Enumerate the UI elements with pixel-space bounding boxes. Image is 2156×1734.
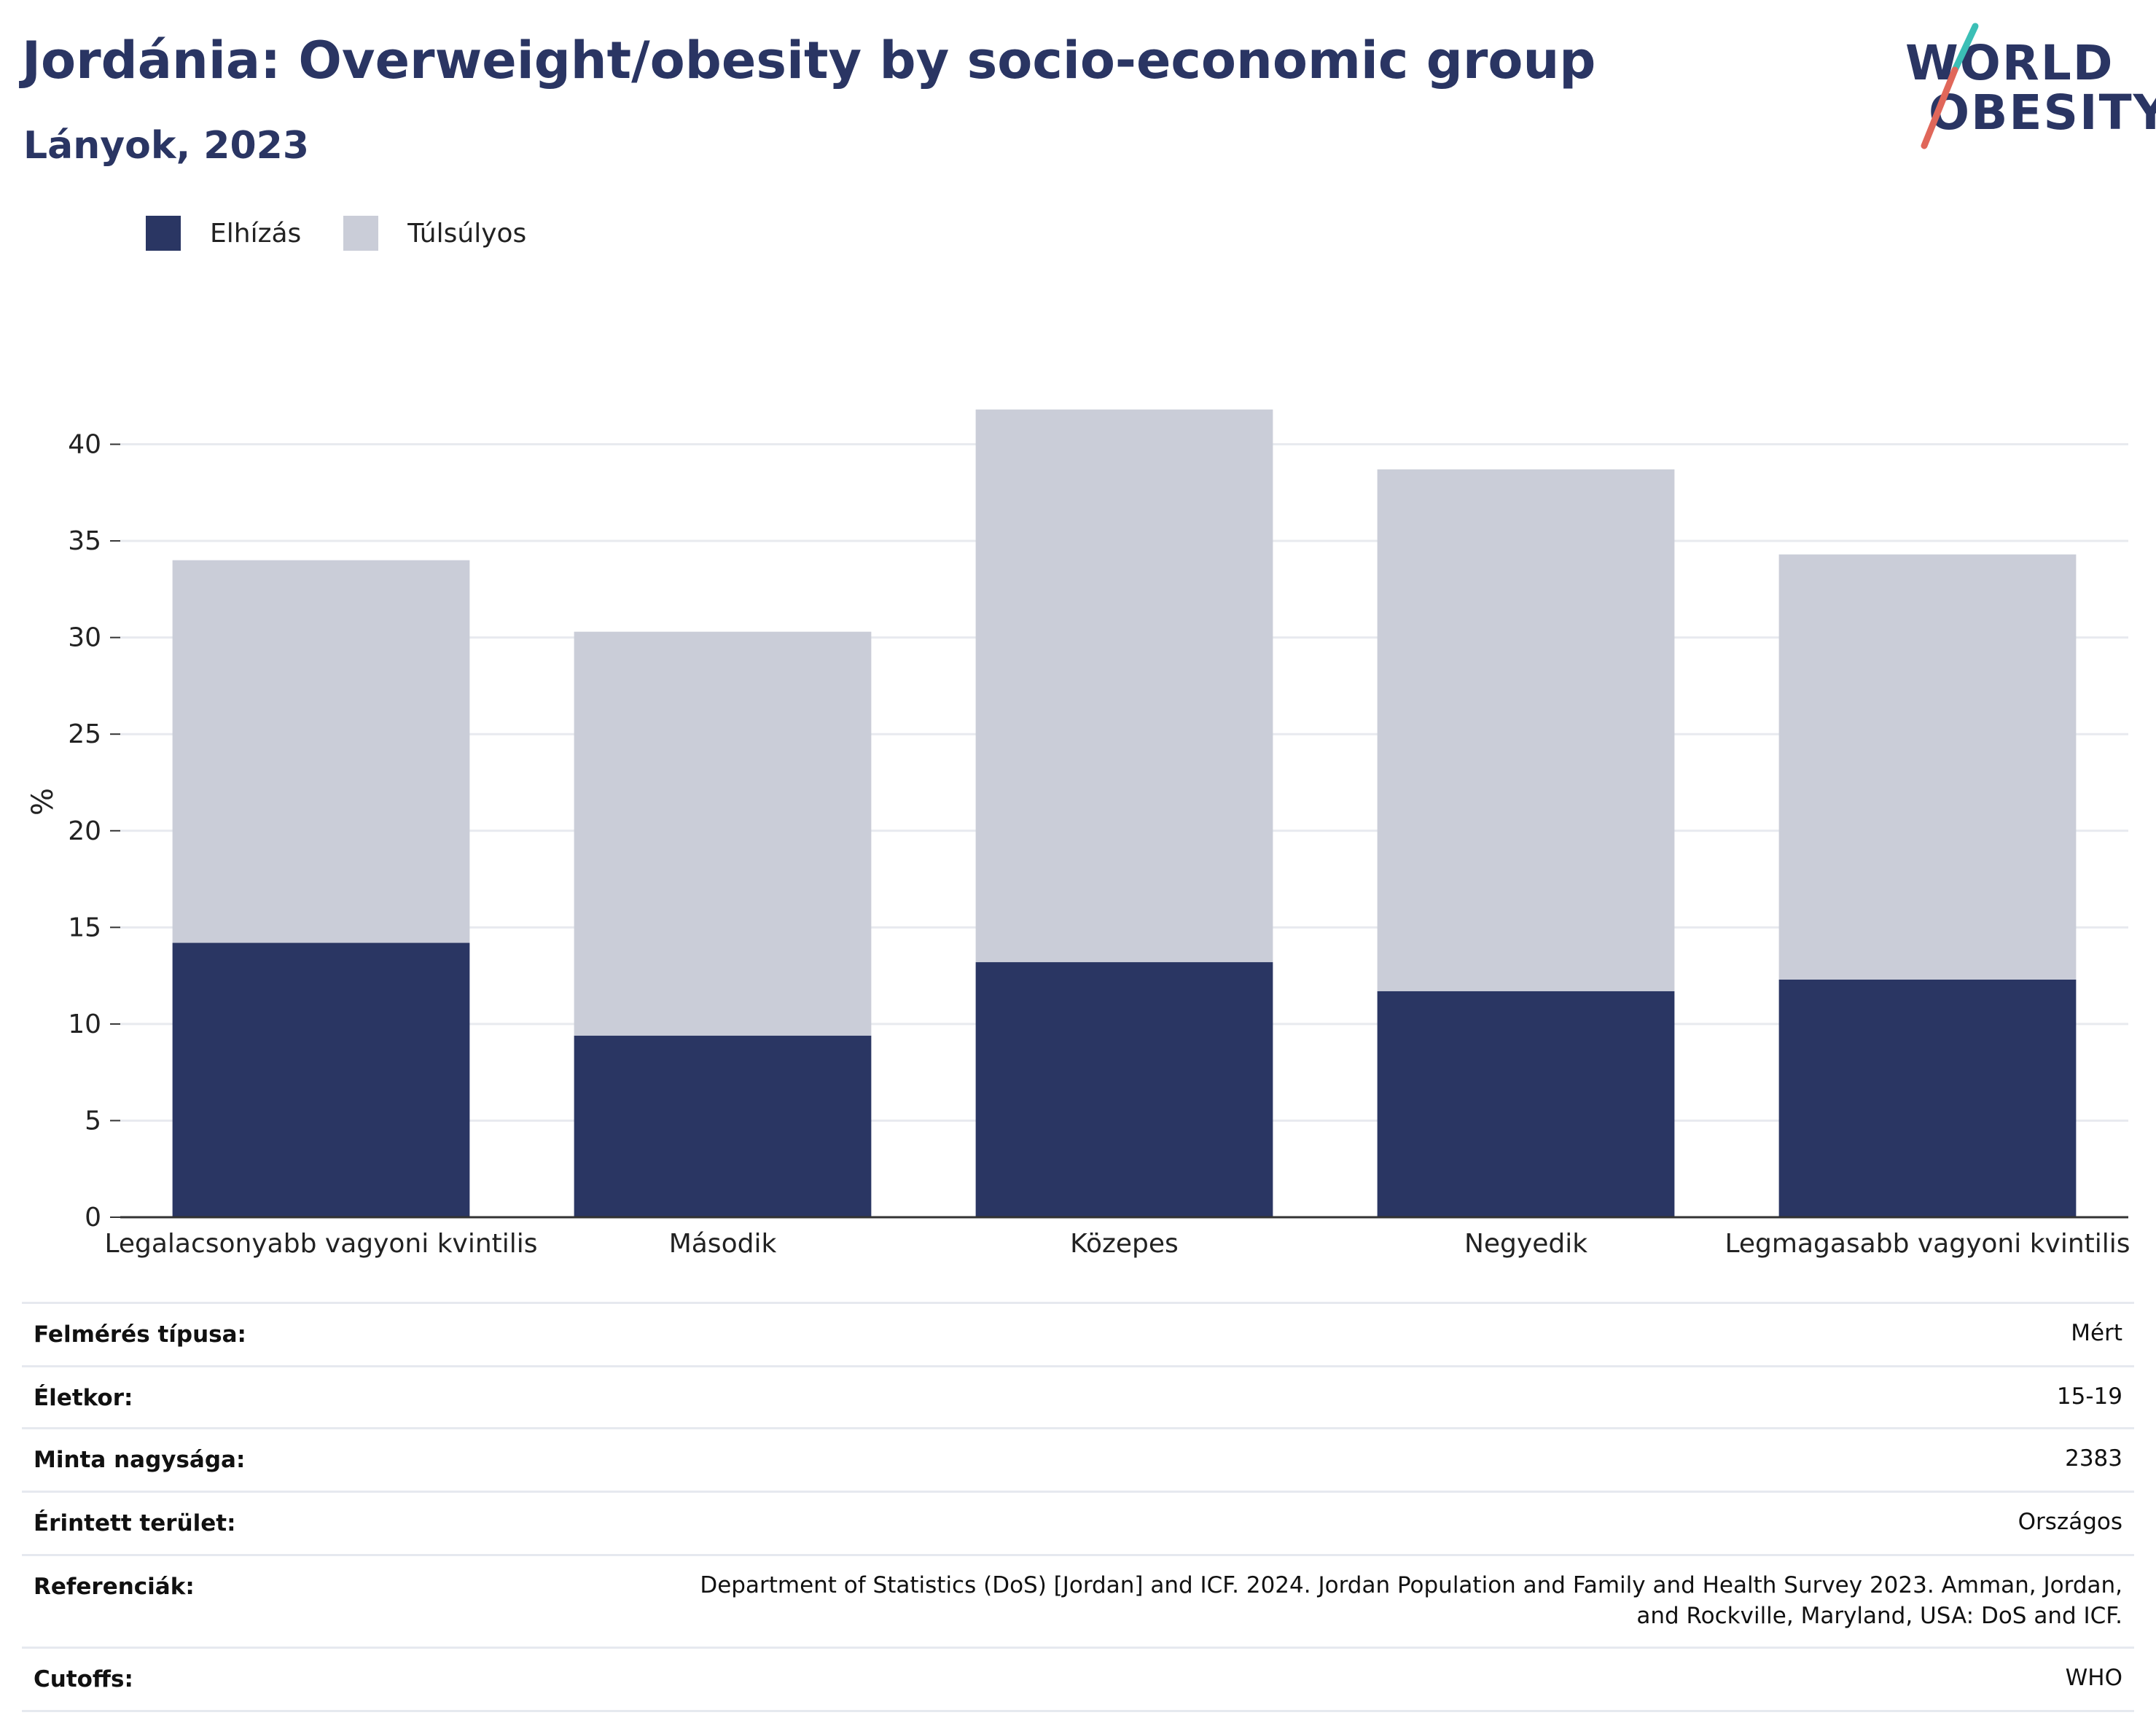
info-row: Minta nagysága: 2383 bbox=[22, 1427, 2134, 1491]
legend-item-overweight: Túlsúlyos bbox=[343, 216, 526, 251]
info-row-value: 15-19 bbox=[2056, 1383, 2122, 1410]
info-row-value: Mért bbox=[2071, 1320, 2122, 1346]
chart-title: Jordánia: Overweight/obesity by socio-ec… bbox=[22, 31, 1596, 90]
y-tick-label: 40 bbox=[68, 430, 101, 460]
x-tick-label: Negyedik bbox=[1464, 1229, 1587, 1259]
info-row-value: 2383 bbox=[2065, 1445, 2122, 1472]
bar-obesity bbox=[1778, 979, 2077, 1217]
bar-overweight bbox=[574, 631, 872, 1036]
bar-obesity bbox=[574, 1035, 872, 1217]
info-table-bottom-border bbox=[22, 1710, 2134, 1712]
survey-info-table: Felmérés típusa: Mért Életkor: 15-19 Minta n… bbox=[22, 1302, 2134, 1712]
x-tick-label: Legalacsonyabb vagyoni kvintilis bbox=[104, 1229, 537, 1259]
info-row-label: Minta nagysága: bbox=[34, 1447, 246, 1473]
info-row-label: Felmérés típusa: bbox=[34, 1321, 246, 1348]
y-tick-label: 20 bbox=[68, 816, 101, 846]
x-tick-label: Közepes bbox=[1070, 1229, 1179, 1259]
logo-text-world: WORLD bbox=[1905, 35, 2114, 91]
info-row: Referenciák: Department of Statistics (Do… bbox=[22, 1554, 2134, 1647]
bar-overweight bbox=[975, 409, 1273, 963]
info-row-value: WHO bbox=[2065, 1665, 2122, 1691]
legend-swatch-obesity bbox=[146, 216, 181, 251]
bar-obesity bbox=[1377, 991, 1675, 1217]
bar-overweight bbox=[1377, 469, 1675, 991]
info-row-value: Országos bbox=[2018, 1509, 2122, 1535]
y-tick-label: 5 bbox=[85, 1106, 101, 1136]
legend-item-obesity: Elhízás bbox=[146, 216, 301, 251]
info-row: Érintett terület: Országos bbox=[22, 1491, 2134, 1554]
legend-label-obesity: Elhízás bbox=[210, 218, 302, 249]
bar-obesity bbox=[975, 962, 1273, 1217]
y-tick-label: 10 bbox=[68, 1009, 101, 1039]
y-tick-label: 0 bbox=[85, 1203, 101, 1233]
info-row-value: Department of Statistics (DoS) [Jordan] … bbox=[700, 1572, 2122, 1629]
legend-swatch-overweight bbox=[343, 216, 379, 251]
info-row: Életkor: 15-19 bbox=[22, 1365, 2134, 1427]
legend-label-overweight: Túlsúlyos bbox=[407, 218, 527, 249]
y-axis-label: % bbox=[26, 788, 60, 816]
y-tick-label: 35 bbox=[68, 526, 101, 556]
chart-subtitle: Lányok, 2023 bbox=[23, 124, 310, 168]
x-tick-label: Második bbox=[669, 1229, 777, 1259]
info-row-label: Cutoffs: bbox=[34, 1666, 133, 1692]
y-tick-label: 15 bbox=[68, 913, 101, 942]
y-tick-label: 30 bbox=[68, 623, 101, 653]
bar-obesity bbox=[172, 942, 470, 1217]
bar-overweight bbox=[1778, 554, 2077, 980]
info-row-label: Életkor: bbox=[34, 1385, 133, 1411]
info-row: Felmérés típusa: Mért bbox=[22, 1302, 2134, 1365]
logo-slash-icon bbox=[1921, 23, 1979, 149]
info-row-label: Érintett terület: bbox=[34, 1510, 236, 1536]
info-row: Cutoffs: WHO bbox=[22, 1647, 2134, 1710]
bar-chart: 0 5 10 15 20 25 30 35 40% Legalacsonyabb vagyoni … bbox=[26, 409, 2130, 1259]
info-row-label: Referenciák: bbox=[34, 1574, 195, 1600]
y-tick-label: 25 bbox=[68, 719, 101, 749]
logo-text-obesity: OBESITY bbox=[1929, 85, 2156, 141]
bar-overweight bbox=[172, 560, 470, 943]
world-obesity-logo: WORLD OBESITY bbox=[1902, 22, 2156, 153]
x-tick-label: Legmagasabb vagyoni kvintilis bbox=[1725, 1229, 2130, 1259]
chart-legend: Elhízás Túlsúlyos bbox=[146, 216, 569, 251]
